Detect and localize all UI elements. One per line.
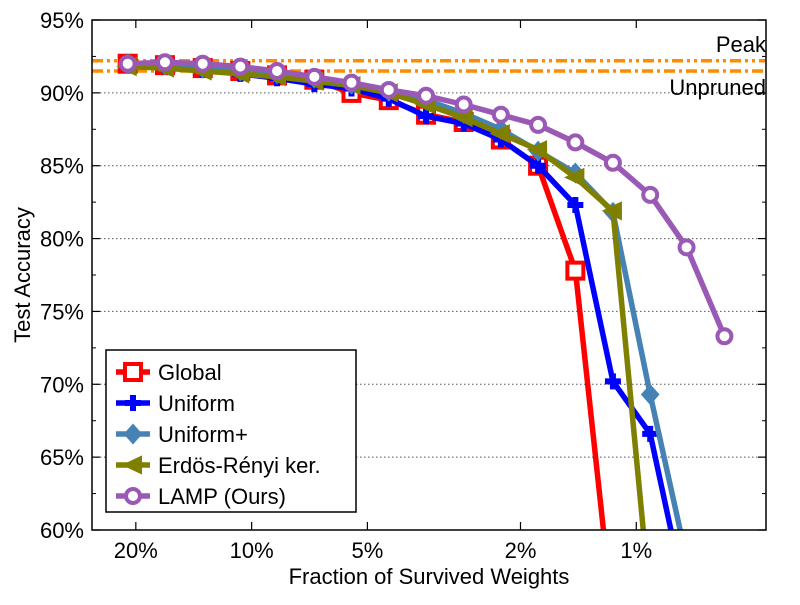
data-point xyxy=(640,383,660,405)
y-tick-label: 75% xyxy=(40,299,84,324)
y-tick-label: 80% xyxy=(40,227,84,252)
data-point xyxy=(566,133,585,152)
data-point xyxy=(155,53,174,72)
legend-label: Uniform+ xyxy=(158,422,248,447)
legend-marker xyxy=(121,455,142,475)
legend-marker xyxy=(125,395,141,411)
data-point xyxy=(565,260,586,281)
x-tick-label: 10% xyxy=(230,538,274,563)
ref-label-unpruned: Unpruned xyxy=(669,75,766,100)
legend-label: Global xyxy=(158,360,222,385)
data-point xyxy=(567,197,584,214)
series-3 xyxy=(116,57,647,530)
data-point xyxy=(603,153,622,172)
data-point xyxy=(715,327,734,346)
data-point xyxy=(305,67,324,86)
data-point xyxy=(564,167,585,187)
data-point xyxy=(417,86,436,105)
x-tick-label: 2% xyxy=(505,538,537,563)
data-point xyxy=(454,95,473,114)
data-point xyxy=(489,124,510,144)
y-axis-label: Test Accuracy xyxy=(10,207,35,343)
data-point xyxy=(604,373,621,390)
legend-label: Uniform xyxy=(158,391,235,416)
y-tick-label: 90% xyxy=(40,81,84,106)
data-point xyxy=(118,54,137,73)
axis-ticks: 60% 65% 70% 75% 80% 85% 90% 95% 20% 10% 5% 2% 1% xyxy=(40,8,766,563)
data-point xyxy=(342,73,361,92)
series-4 xyxy=(118,53,734,346)
legend: Global Uniform Uniform+ Erdös-Rényi ker. LAM… xyxy=(105,349,357,513)
data-point xyxy=(418,108,435,125)
x-tick-label: 20% xyxy=(114,538,158,563)
series-layer xyxy=(116,53,734,530)
y-tick-label: 60% xyxy=(40,518,84,543)
data-point xyxy=(379,80,398,99)
data-point xyxy=(529,115,548,134)
x-tick-label: 1% xyxy=(620,538,652,563)
data-point xyxy=(641,185,660,204)
y-tick-label: 85% xyxy=(40,154,84,179)
data-point xyxy=(677,238,696,257)
legend-label: Erdös-Rényi ker. xyxy=(158,453,321,478)
data-point xyxy=(268,62,287,80)
data-point xyxy=(452,108,473,128)
legend-marker xyxy=(123,362,143,382)
data-point xyxy=(642,425,659,442)
y-tick-label: 65% xyxy=(40,445,84,470)
legend-box xyxy=(105,349,357,513)
legend-marker xyxy=(123,423,143,445)
x-axis-label: Fraction of Survived Weights xyxy=(289,564,570,589)
y-tick-label: 95% xyxy=(40,8,84,33)
x-tick-label: 5% xyxy=(352,538,384,563)
legend-label: LAMP (Ours) xyxy=(158,484,286,509)
data-point xyxy=(601,201,622,221)
ref-label-peak: Peak xyxy=(716,32,767,57)
data-point xyxy=(491,105,510,124)
y-tick-label: 70% xyxy=(40,372,84,397)
data-point xyxy=(231,57,250,76)
data-point xyxy=(193,54,212,73)
data-point xyxy=(526,140,548,160)
legend-marker xyxy=(124,487,142,505)
